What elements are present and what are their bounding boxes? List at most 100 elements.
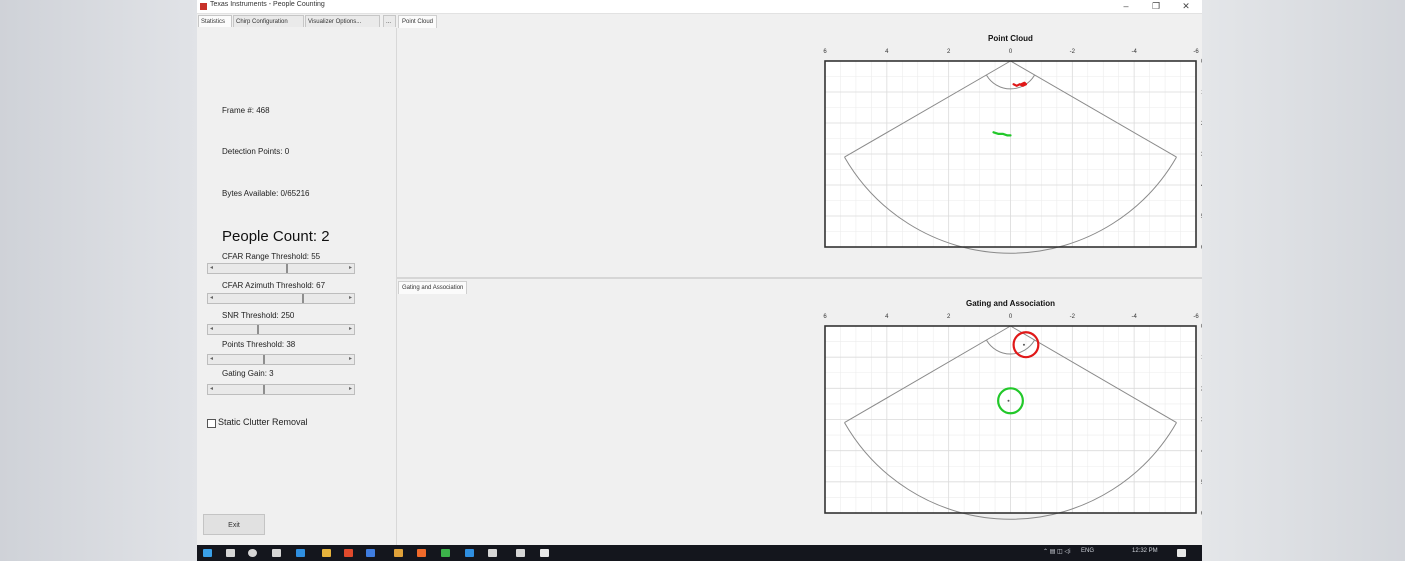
x-tick-label: 4: [885, 49, 889, 55]
cfar-azimuth-threshold-label: CFAR Azimuth Threshold: 67: [222, 281, 326, 290]
close-button[interactable]: ✕: [1182, 1, 1190, 11]
track-point: [1007, 399, 1010, 402]
track-circle: [1012, 331, 1040, 359]
taskbar-app-icon[interactable]: [540, 549, 549, 557]
slider-right-arrow-icon[interactable]: ▸: [348, 265, 352, 271]
tab-point-cloud[interactable]: Point Cloud: [398, 15, 438, 28]
plot-frame: [824, 60, 1197, 248]
taskbar-app-icon[interactable]: [465, 549, 474, 557]
tray-clock: 12:32 PM: [1132, 548, 1158, 554]
taskbar-app-icon[interactable]: [417, 549, 426, 557]
cfar-range-threshold-slider[interactable]: ◂ ▸: [207, 263, 355, 274]
cfar-azimuth-threshold-slider[interactable]: ◂ ▸: [207, 293, 355, 304]
minimize-button[interactable]: –: [1123, 1, 1129, 11]
y-tick-label: 5: [1201, 214, 1202, 220]
maximize-button[interactable]: ❐: [1151, 1, 1161, 11]
x-tick-label: -4: [1131, 314, 1137, 320]
slider-right-arrow-icon[interactable]: ▸: [348, 295, 352, 301]
taskbar-app-icon[interactable]: [322, 549, 331, 557]
taskbar-app-icon[interactable]: [516, 549, 525, 557]
y-tick-label: 1: [1201, 355, 1202, 361]
fov-boundary-line: [1010, 60, 1177, 158]
slider-right-arrow-icon[interactable]: ▸: [348, 386, 352, 392]
fov-outer-arc: [844, 422, 1177, 520]
tray-icons: ⌃ ▤ ◫ ◁ⅰ: [1043, 549, 1071, 555]
slider-right-arrow-icon[interactable]: ▸: [348, 356, 352, 362]
slider-thumb[interactable]: [286, 264, 289, 273]
slider-thumb[interactable]: [256, 325, 259, 334]
people-count: People Count: 2: [222, 228, 330, 245]
taskbar-app-icon[interactable]: [203, 549, 212, 557]
x-tick-label: 2: [947, 49, 951, 55]
points-threshold-slider[interactable]: ◂ ▸: [207, 354, 355, 365]
y-tick-label: 3: [1201, 152, 1202, 158]
tab-gating-and-association[interactable]: Gating and Association: [398, 281, 468, 294]
y-tick-label: 2: [1201, 121, 1202, 127]
taskbar-app-icon[interactable]: [272, 549, 281, 557]
y-tick-label: 4: [1201, 183, 1202, 189]
fov-boundary-line: [844, 325, 1011, 424]
snr-threshold-slider[interactable]: ◂ ▸: [207, 324, 355, 335]
fov-outer-arc: [844, 156, 1177, 254]
gating-gain-slider[interactable]: ◂ ▸: [207, 384, 355, 395]
slider-left-arrow-icon[interactable]: ◂: [209, 386, 213, 392]
snr-threshold-label: SNR Threshold: 250: [222, 311, 295, 320]
taskbar-app-icon[interactable]: [366, 549, 375, 557]
slider-left-arrow-icon[interactable]: ◂: [209, 326, 213, 332]
x-tick-label: -4: [1131, 49, 1137, 55]
y-tick-label: 3: [1201, 418, 1202, 424]
cfar-range-threshold-label: CFAR Range Threshold: 55: [222, 252, 321, 261]
x-tick-label: 0: [1009, 49, 1013, 55]
app-window: Texas Instruments - People Counting – ❐ …: [197, 0, 1202, 545]
taskbar-app-icon[interactable]: [394, 549, 403, 557]
tab-chirp-configuration[interactable]: Chirp Configuration: [233, 15, 304, 27]
x-tick-label: 6: [823, 49, 827, 55]
track-circle: [997, 387, 1024, 415]
static-clutter-label: Static Clutter Removal: [218, 417, 308, 427]
fov-inner-arc: [985, 339, 1036, 355]
taskbar-app-icon[interactable]: [441, 549, 450, 557]
tab-scroll-button[interactable]: ...: [383, 15, 396, 27]
y-tick-label: 5: [1201, 480, 1202, 486]
static-clutter-checkbox[interactable]: [207, 419, 216, 428]
taskbar-app-icon[interactable]: [344, 549, 353, 557]
slider-thumb[interactable]: [301, 294, 304, 303]
title-bar: Texas Instruments - People Counting – ❐ …: [197, 0, 1202, 14]
track-point: [1022, 343, 1025, 346]
fov-boundary-line: [844, 60, 1011, 158]
tab-visualizer-options[interactable]: Visualizer Options...: [305, 15, 380, 27]
y-tick-label: 2: [1201, 386, 1202, 392]
tray-language: ENG: [1081, 548, 1095, 554]
taskbar-app-icon[interactable]: [226, 549, 235, 557]
slider-left-arrow-icon[interactable]: ◂: [209, 265, 213, 271]
plot-title: Point Cloud: [988, 34, 1033, 43]
notification-icon[interactable]: [1177, 549, 1186, 557]
desktop-left: [0, 0, 197, 561]
slider-left-arrow-icon[interactable]: ◂: [209, 356, 213, 362]
frame-number: Frame #: 468: [222, 106, 270, 115]
tab-statistics[interactable]: Statistics: [198, 15, 232, 27]
plots-panel: Point Cloud Gating and Association Point…: [397, 14, 1202, 545]
fov-inner-arc: [985, 74, 1036, 90]
x-tick-label: 6: [823, 314, 827, 320]
x-tick-label: -6: [1193, 49, 1199, 55]
window-title: Texas Instruments - People Counting: [210, 1, 325, 8]
y-tick-label: 4: [1201, 449, 1202, 455]
slider-left-arrow-icon[interactable]: ◂: [209, 295, 213, 301]
point-cloud-cluster: [1012, 81, 1028, 87]
statistics-panel: Frame #: 468 Detection Points: 0 Bytes A…: [197, 28, 397, 545]
y-tick-label: 6: [1201, 245, 1202, 251]
taskbar-app-icon[interactable]: [296, 549, 305, 557]
slider-thumb[interactable]: [263, 355, 266, 364]
slider-thumb[interactable]: [263, 385, 266, 394]
slider-right-arrow-icon[interactable]: ▸: [348, 326, 352, 332]
exit-button[interactable]: Exit: [203, 514, 265, 535]
bytes-available: Bytes Available: 0/65216: [222, 189, 310, 198]
y-tick-label: 0: [1201, 324, 1202, 330]
panel-divider: [397, 277, 1202, 279]
plot-title: Gating and Association: [966, 299, 1055, 308]
taskbar-app-icon[interactable]: [248, 549, 257, 557]
taskbar-app-icon[interactable]: [488, 549, 497, 557]
